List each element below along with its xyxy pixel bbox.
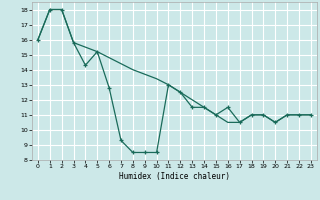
X-axis label: Humidex (Indice chaleur): Humidex (Indice chaleur)	[119, 172, 230, 181]
